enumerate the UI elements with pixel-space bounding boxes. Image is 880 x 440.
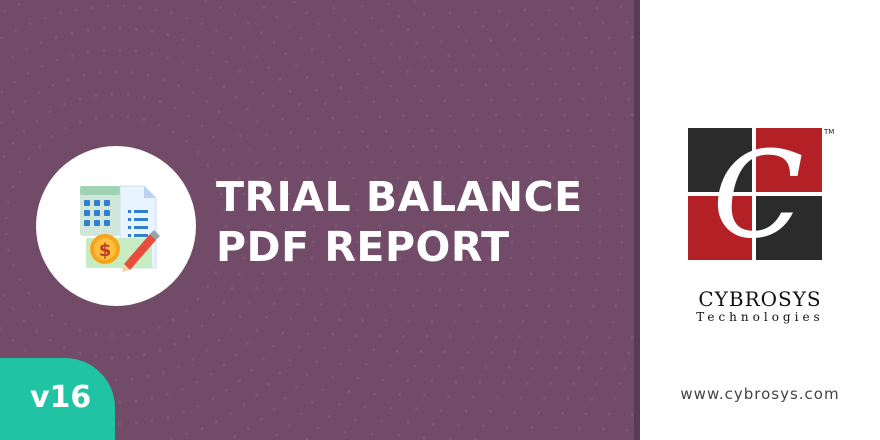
banner-title: TRIAL BALANCE PDF REPORT bbox=[216, 172, 583, 272]
dollar-coin-icon: $ bbox=[90, 234, 120, 264]
version-label: v16 bbox=[30, 380, 92, 415]
cybrosys-logo: C bbox=[688, 128, 822, 262]
module-icon-badge: $ bbox=[36, 146, 196, 306]
version-badge: v16 bbox=[0, 358, 115, 440]
calculator-icon bbox=[80, 186, 120, 236]
brand-panel: C TM CYBROSYS Technologies www.cybrosys.… bbox=[640, 0, 880, 440]
brand-name: CYBROSYS bbox=[698, 287, 822, 311]
website-link[interactable]: www.cybrosys.com bbox=[680, 385, 840, 403]
svg-text:$: $ bbox=[99, 240, 112, 261]
banner-panel: $ TRIAL BALANCE PDF REPORT v16 bbox=[0, 0, 634, 440]
title-line-2: PDF REPORT bbox=[216, 223, 510, 271]
pencil-icon bbox=[122, 230, 160, 272]
title-line-1: TRIAL BALANCE bbox=[216, 173, 583, 221]
panel-divider bbox=[634, 0, 640, 440]
logo-letter: C bbox=[713, 128, 803, 262]
trademark-mark: TM bbox=[824, 128, 835, 136]
brand-tagline: Technologies bbox=[696, 310, 824, 324]
